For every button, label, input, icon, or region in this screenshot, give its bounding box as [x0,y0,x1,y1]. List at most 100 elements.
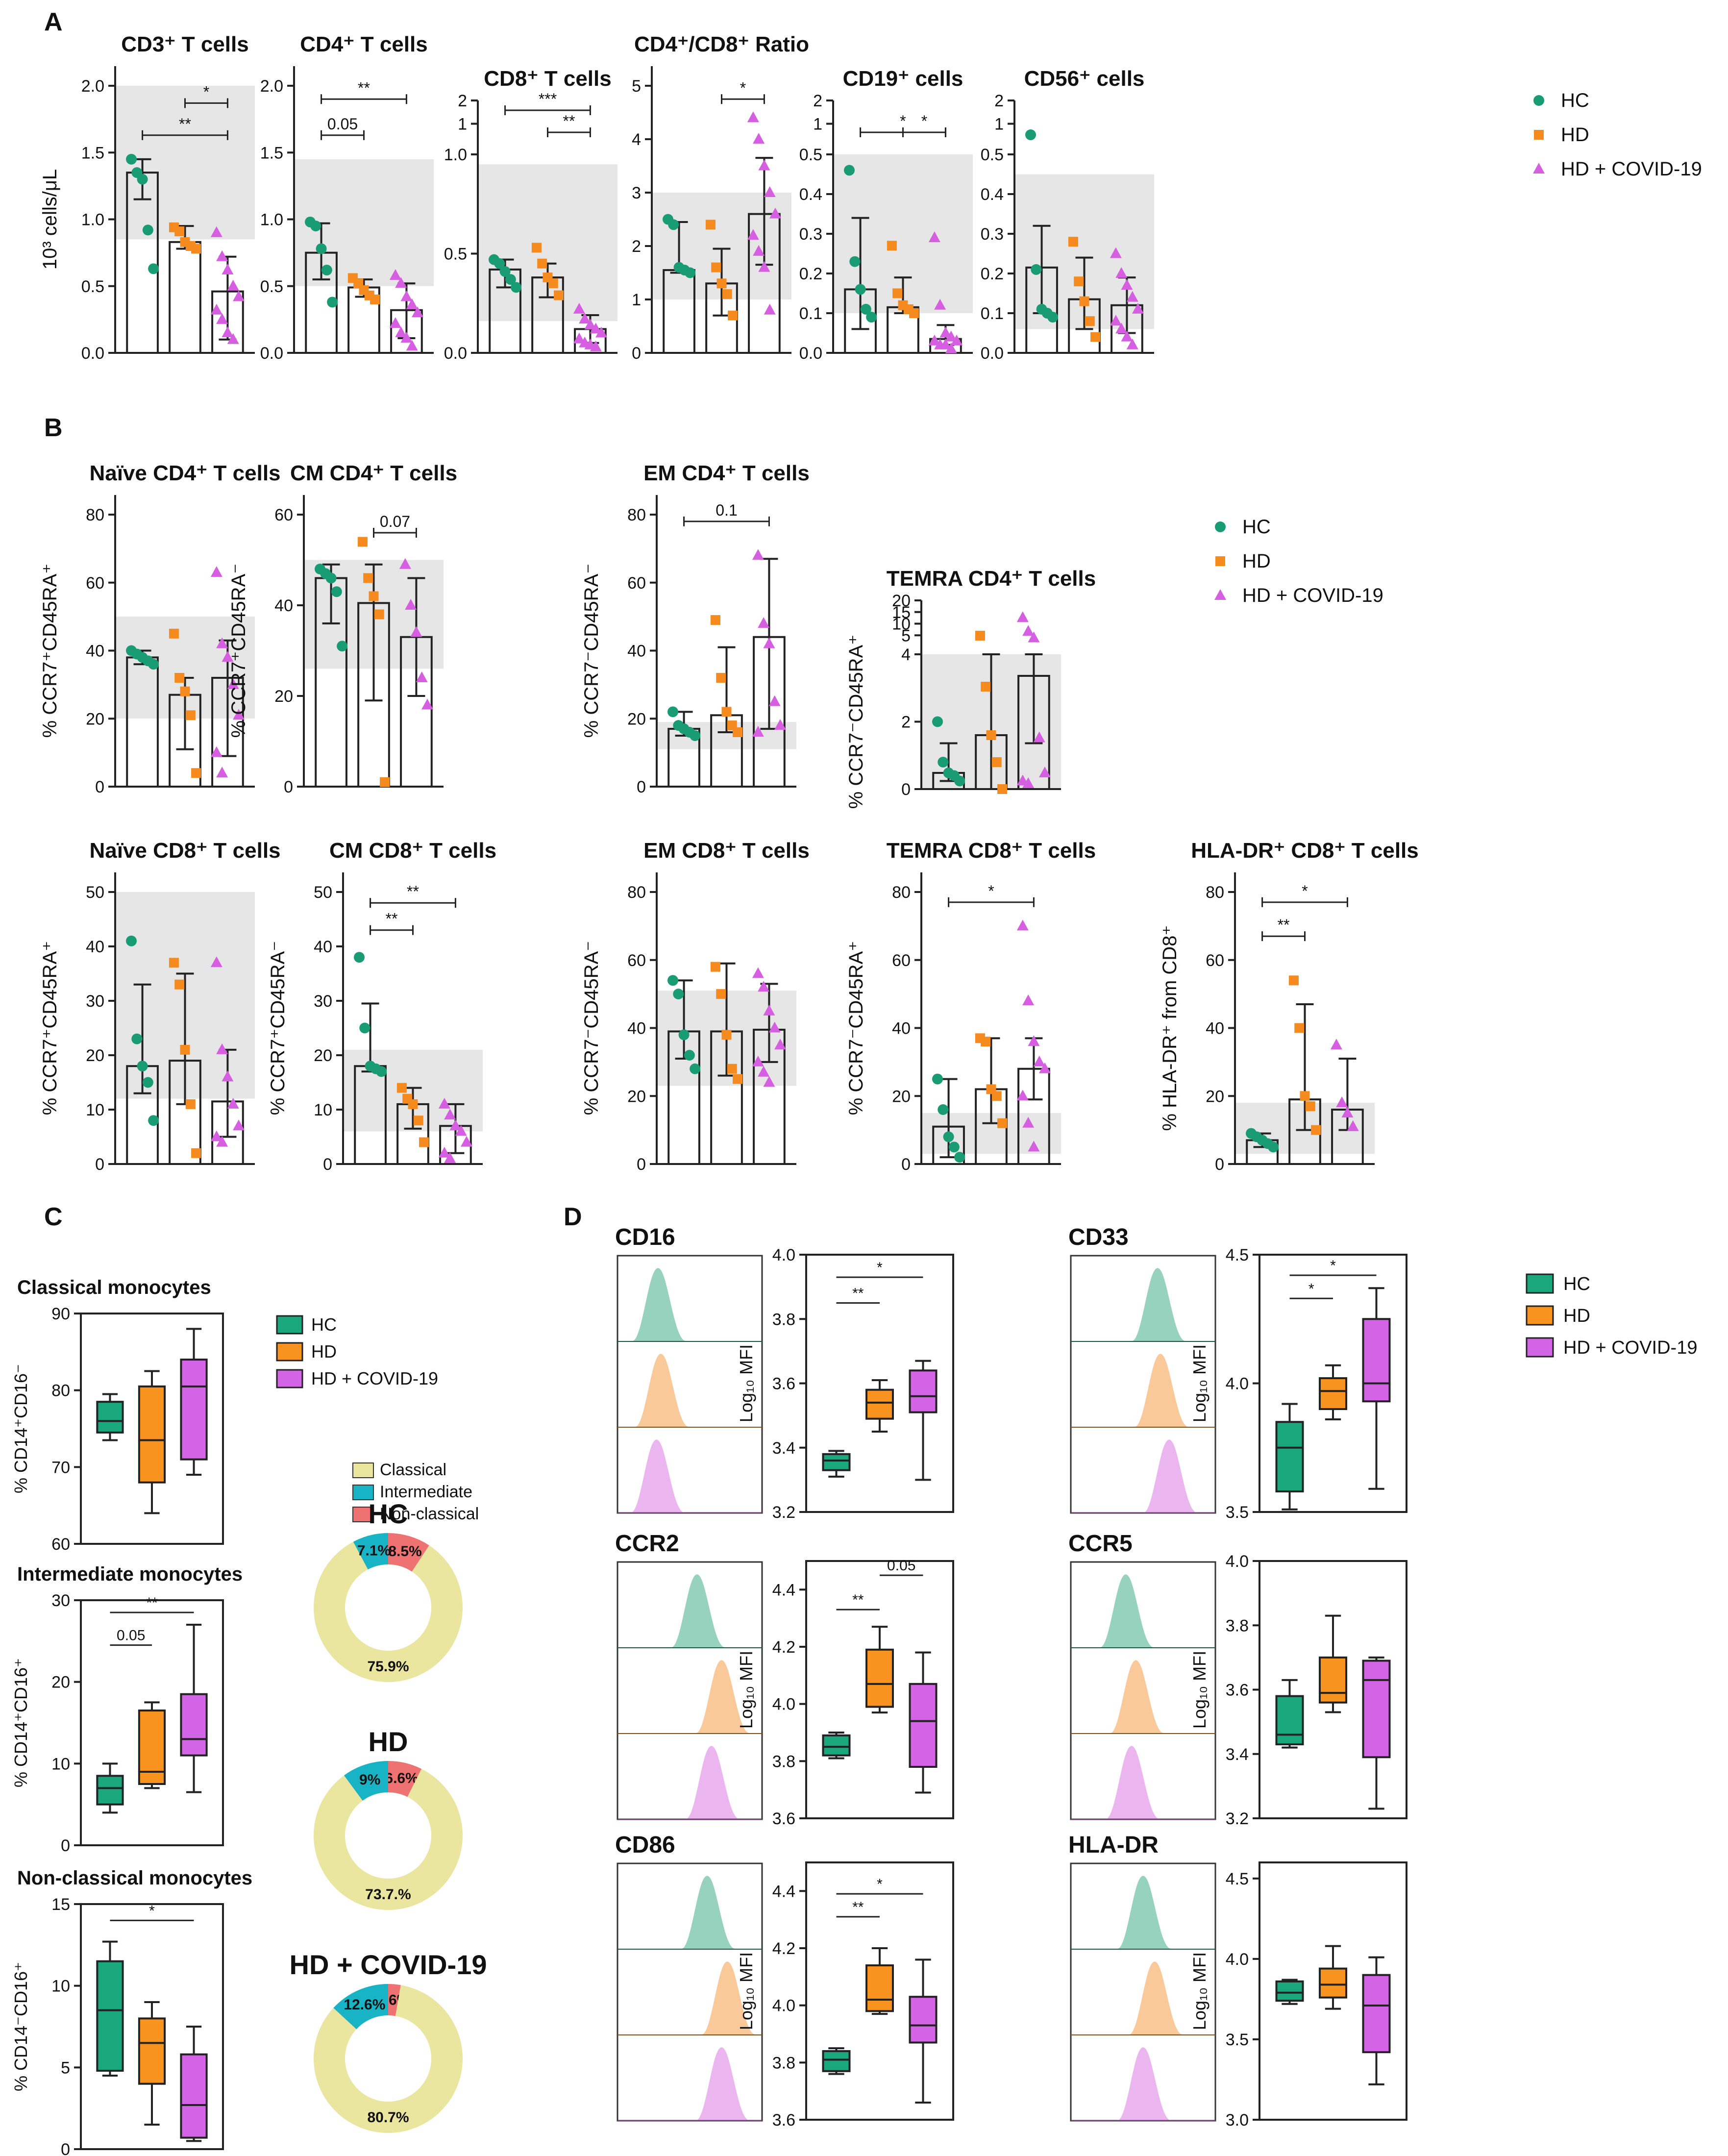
data-point-covid [752,967,764,978]
y-axis-label: % CCR7⁻CD45RA⁺ [845,635,867,809]
data-point-covid [764,186,776,197]
y-axis-label: % CCR7⁻CD45RA⁻ [581,564,602,738]
data-point-hd [1074,276,1084,287]
data-point-covid [227,333,239,344]
data-point-hc [943,1131,954,1142]
significance-label: 0.05 [327,115,358,133]
y-tick-label: 4 [632,130,641,149]
legend-label-1: HD [1561,124,1589,146]
y-axis-label: 10³ cells/μL [39,169,61,270]
panel-a-chart-1: 0.0 0.5 1.0 1.5 2.0 **0.05 CD4⁺ T cells [260,32,434,363]
histogram-hc [1071,1268,1215,1342]
data-point-hc [321,265,332,276]
data-point-hd [191,768,201,778]
y-tick-label: 4.5 [1226,1246,1249,1264]
y-tick-label: 0 [1215,1155,1224,1174]
data-point-hd [548,278,558,289]
data-point-hd [531,243,542,253]
y-tick-label: 0 [632,344,641,363]
y-tick-label: 4.0 [772,1246,795,1264]
data-point-hd [174,673,185,683]
data-point-hd [408,1099,418,1109]
y-tick-label: 60 [627,574,646,593]
donut-label-2: 6.6% [385,1770,418,1786]
marker-name: CCR5 [1068,1531,1133,1557]
subset-label-1: Intermediate [380,1483,472,1501]
box-hc [822,1453,851,1471]
y-tick-label: 2 [632,237,641,256]
y-tick-label: 3.6 [772,1375,795,1393]
data-point-covid [747,111,759,123]
y-tick-label: 0.0 [981,344,1004,363]
data-point-hc [1215,521,1226,532]
y-tick-label: 3.8 [772,1752,795,1771]
data-point-covid [753,133,765,144]
significance-label: ** [852,1592,864,1608]
y-tick-label: 0.5 [81,277,104,296]
significance-label: 0.07 [380,513,410,530]
significance-label: * [203,83,209,100]
legend-panel-d: HC HD HD + COVID-19 [1526,1273,1697,1358]
data-point-hc [954,775,965,787]
data-point-covid [752,1055,764,1066]
y-axis-label: % CCR7⁻CD45RA⁻ [581,941,602,1115]
data-point-hc [667,706,679,718]
data-point-covid [764,303,776,315]
donut-title: HC [369,1498,408,1529]
data-point-hd [1090,332,1101,342]
donut-slice-nonclassical [388,1533,429,1572]
histogram-covid [617,1439,762,1513]
data-point-covid [763,1076,775,1087]
data-point-covid [449,1119,462,1131]
y-axis-label: Log₁₀ MFI [736,1952,756,2030]
data-point-hc [148,263,159,274]
data-point-hd [1085,316,1095,326]
y-tick-label: 0.0 [799,344,822,363]
donut-label-1: 9% [359,1772,380,1788]
data-point-hc [667,975,679,986]
legend-label-2: HD + COVID-19 [1563,1338,1697,1358]
panel-a-chart-3: 0 1 2 3 4 5 * CD4⁺/CD8⁺ Ratio [632,32,809,363]
y-tick-label: 1.0 [260,211,283,229]
box-hc [822,2050,851,2072]
y-tick-label: 30 [51,1591,70,1610]
y-tick-label: 0 [95,778,104,796]
significance-label: * [900,112,906,130]
data-point-covid [216,637,228,648]
y-tick-label: 20 [86,710,104,728]
data-point-covid [444,1109,456,1120]
y-tick-label: 3.2 [772,1503,795,1522]
data-point-covid [590,340,602,351]
data-point-covid [216,250,228,261]
y-tick-label: 0.0 [81,344,104,363]
marker-name: CCR2 [615,1531,679,1557]
data-point-hd [711,262,721,273]
histogram-hd [1071,1961,1215,2035]
data-point-covid [1110,315,1122,326]
subset-label-0: Classical [380,1461,446,1479]
data-point-hc [855,284,866,295]
significance-label: * [921,112,927,130]
y-tick-label: 60 [274,506,293,524]
boxplot-HLA-DR: 3.0 3.5 4.0 4.5 Log₁₀ MFI [1189,1861,1407,2130]
y-tick-label: 3.5 [1226,1503,1249,1522]
box-covid [1362,1318,1391,1403]
marker-CD33: CD33 [1068,1224,1216,1514]
data-point-hd [554,290,564,300]
data-point-hd [180,686,190,696]
data-point-hc [131,1033,143,1044]
significance-label: ** [386,910,398,928]
data-point-hc [844,165,855,176]
donut-label-0: 75.9% [367,1659,409,1675]
chart-title: HLA-DR⁺ CD8⁺ T cells [1191,839,1419,863]
data-point-covid [210,956,222,967]
plot-frame [80,1599,224,1846]
data-point-covid [579,313,591,324]
data-point-covid [939,338,952,349]
y-tick-label: 3.2 [1226,1809,1249,1828]
legend-subsets: Classical Intermediate Non-classical [352,1461,479,1523]
data-point-covid [928,334,940,346]
data-point-covid [216,313,228,324]
data-point-hc [505,274,516,285]
data-point-hd [716,989,726,999]
